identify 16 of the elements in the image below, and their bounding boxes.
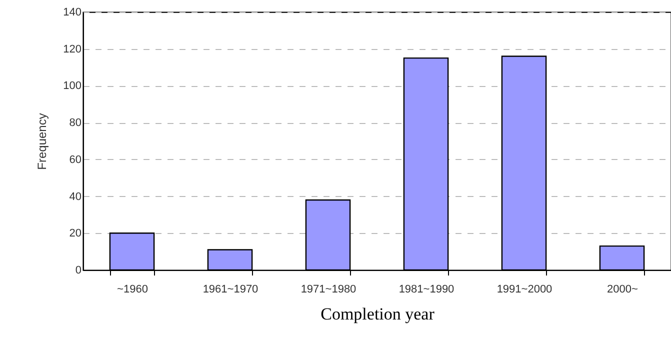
y-tick-label: 140 [63, 6, 82, 18]
y-tick-label: 60 [69, 154, 82, 166]
y-tick-label: 80 [69, 117, 82, 130]
x-axis-title: Completion year [320, 304, 435, 324]
x-tick-label: 1961~1970 [202, 284, 258, 296]
y-tick-label: 40 [69, 190, 82, 203]
y-tick-label: 120 [63, 43, 82, 56]
y-axis-title: Frequency [35, 113, 50, 170]
y-tick-label: 20 [69, 228, 82, 240]
y-tick-label: 100 [63, 80, 82, 92]
x-tick-label: ~1960 [117, 284, 148, 296]
y-tick-label: 0 [75, 264, 82, 276]
x-tick-label: 2000~ [607, 284, 638, 296]
x-tick-label: 1981~1990 [398, 284, 454, 296]
x-tick-label: 1991~2000 [496, 284, 552, 296]
x-tick-label: 1971~1980 [300, 284, 356, 296]
